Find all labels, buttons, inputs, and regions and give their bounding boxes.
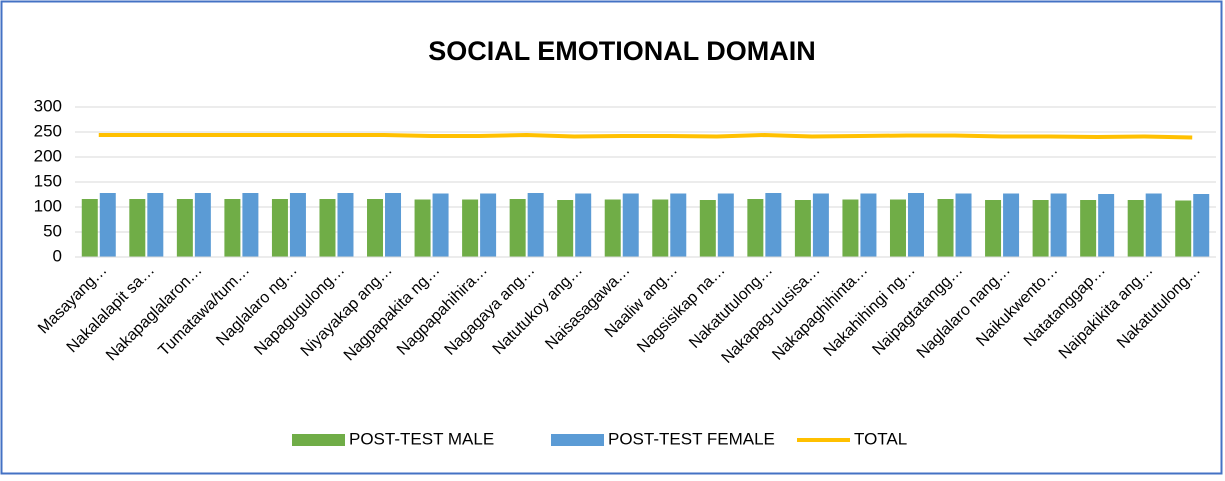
bar xyxy=(1193,194,1210,257)
bar xyxy=(670,193,687,257)
bar xyxy=(1050,193,1067,257)
legend-label: POST-TEST MALE xyxy=(349,429,494,448)
bar xyxy=(509,199,526,257)
bar xyxy=(147,193,164,257)
bar xyxy=(414,199,431,257)
bar xyxy=(812,193,829,257)
bar xyxy=(176,199,193,257)
legend-swatch xyxy=(551,434,604,446)
y-tick-label: 50 xyxy=(43,221,62,240)
y-tick-label: 100 xyxy=(34,196,62,215)
bar xyxy=(842,199,859,257)
bar xyxy=(907,193,924,257)
y-tick-label: 300 xyxy=(34,96,62,115)
bar xyxy=(1080,200,1097,257)
bar xyxy=(129,199,146,257)
bar xyxy=(271,199,288,257)
bar xyxy=(794,200,811,257)
bar xyxy=(385,193,402,257)
bar xyxy=(604,199,621,257)
bar xyxy=(717,193,734,257)
legend-label: TOTAL xyxy=(854,429,907,448)
bar xyxy=(1175,200,1192,257)
bar xyxy=(1003,193,1020,257)
bar xyxy=(337,193,354,257)
bar xyxy=(194,193,211,257)
bar xyxy=(1145,193,1162,257)
bar xyxy=(575,193,592,257)
bar xyxy=(480,193,497,257)
legend-label: POST-TEST FEMALE xyxy=(608,429,775,448)
bar xyxy=(955,193,972,257)
bar xyxy=(747,199,764,257)
bar xyxy=(462,199,479,257)
bar xyxy=(81,199,98,257)
bar xyxy=(557,200,574,257)
line xyxy=(98,133,1193,140)
bar xyxy=(622,193,639,257)
bar xyxy=(860,193,877,257)
bar xyxy=(1098,194,1115,257)
legend-swatch xyxy=(292,434,345,446)
y-tick-label: 150 xyxy=(34,171,62,190)
bar xyxy=(99,193,116,257)
bar xyxy=(937,199,954,257)
y-tick-label: 0 xyxy=(53,246,62,265)
bar xyxy=(1032,200,1049,257)
bar xyxy=(527,193,544,257)
chart-title: SOCIAL EMOTIONAL DOMAIN xyxy=(428,36,816,66)
y-tick-label: 200 xyxy=(34,146,62,165)
bar xyxy=(367,199,384,257)
bar xyxy=(699,200,716,257)
bar xyxy=(1127,200,1144,257)
bar xyxy=(319,199,336,257)
bar xyxy=(289,193,306,257)
bar xyxy=(765,193,782,257)
y-tick-label: 250 xyxy=(34,121,62,140)
bar xyxy=(985,200,1002,257)
bar xyxy=(432,193,449,257)
bar xyxy=(652,199,669,257)
bar xyxy=(242,193,259,257)
bar xyxy=(224,199,241,257)
bar xyxy=(889,199,906,257)
